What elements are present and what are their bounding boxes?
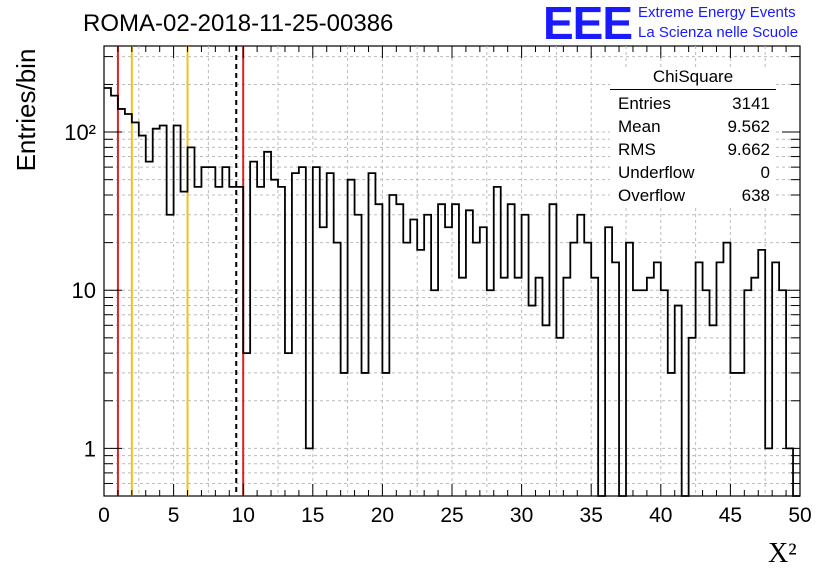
run-title: ROMA-02-2018-11-25-00386 <box>83 10 394 37</box>
stats-row: Entries 3141 <box>610 92 776 115</box>
x-tick-label: 5 <box>168 504 180 527</box>
stats-row: Overflow 638 <box>610 184 776 207</box>
y-tick-label: 1 <box>84 436 96 461</box>
x-tick-label: 35 <box>580 504 603 527</box>
stats-row: Underflow 0 <box>610 161 776 184</box>
x-tick-label: 0 <box>98 504 110 527</box>
eee-logo: EEE <box>543 0 633 49</box>
x-tick-label: 15 <box>301 504 324 527</box>
x-tick-label: 25 <box>440 504 463 527</box>
stats-row: Mean 9.562 <box>610 115 776 138</box>
stats-value: 9.562 <box>727 117 770 136</box>
y-tick-label: 10 <box>72 278 96 303</box>
stats-title: ChiSquare <box>610 67 776 90</box>
x-tick-label: 50 <box>788 504 811 527</box>
x-tick-label: 20 <box>371 504 394 527</box>
stats-value: 3141 <box>732 94 770 113</box>
x-tick-label: 40 <box>649 504 672 527</box>
y-tick-label: 10² <box>64 120 96 145</box>
x-axis-label: X² <box>768 538 797 569</box>
stats-label: Overflow <box>618 186 686 205</box>
logo-line-1: Extreme Energy Events <box>638 4 796 21</box>
stats-label: Underflow <box>618 163 695 182</box>
stats-label: RMS <box>618 140 656 159</box>
stats-box: ChiSquare Entries 3141 Mean 9.562 RMS 9.… <box>610 67 776 207</box>
axes: 0 5 10 15 20 25 30 35 40 45 50 1 10 10² <box>64 46 812 527</box>
stats-value: 9.662 <box>727 140 770 159</box>
histogram-step-line <box>104 87 800 497</box>
stats-label: Mean <box>618 117 661 136</box>
logo-line-2: La Scienza nelle Scuole <box>638 24 799 41</box>
stats-value: 638 <box>741 186 770 205</box>
stats-label: Entries <box>618 94 671 113</box>
y-axis-label: Entries/bin <box>11 48 41 172</box>
stats-value: 0 <box>760 163 770 182</box>
x-tick-label: 45 <box>719 504 742 527</box>
stats-row: RMS 9.662 <box>610 138 776 161</box>
x-tick-label: 30 <box>510 504 533 527</box>
x-tick-label: 10 <box>232 504 255 527</box>
